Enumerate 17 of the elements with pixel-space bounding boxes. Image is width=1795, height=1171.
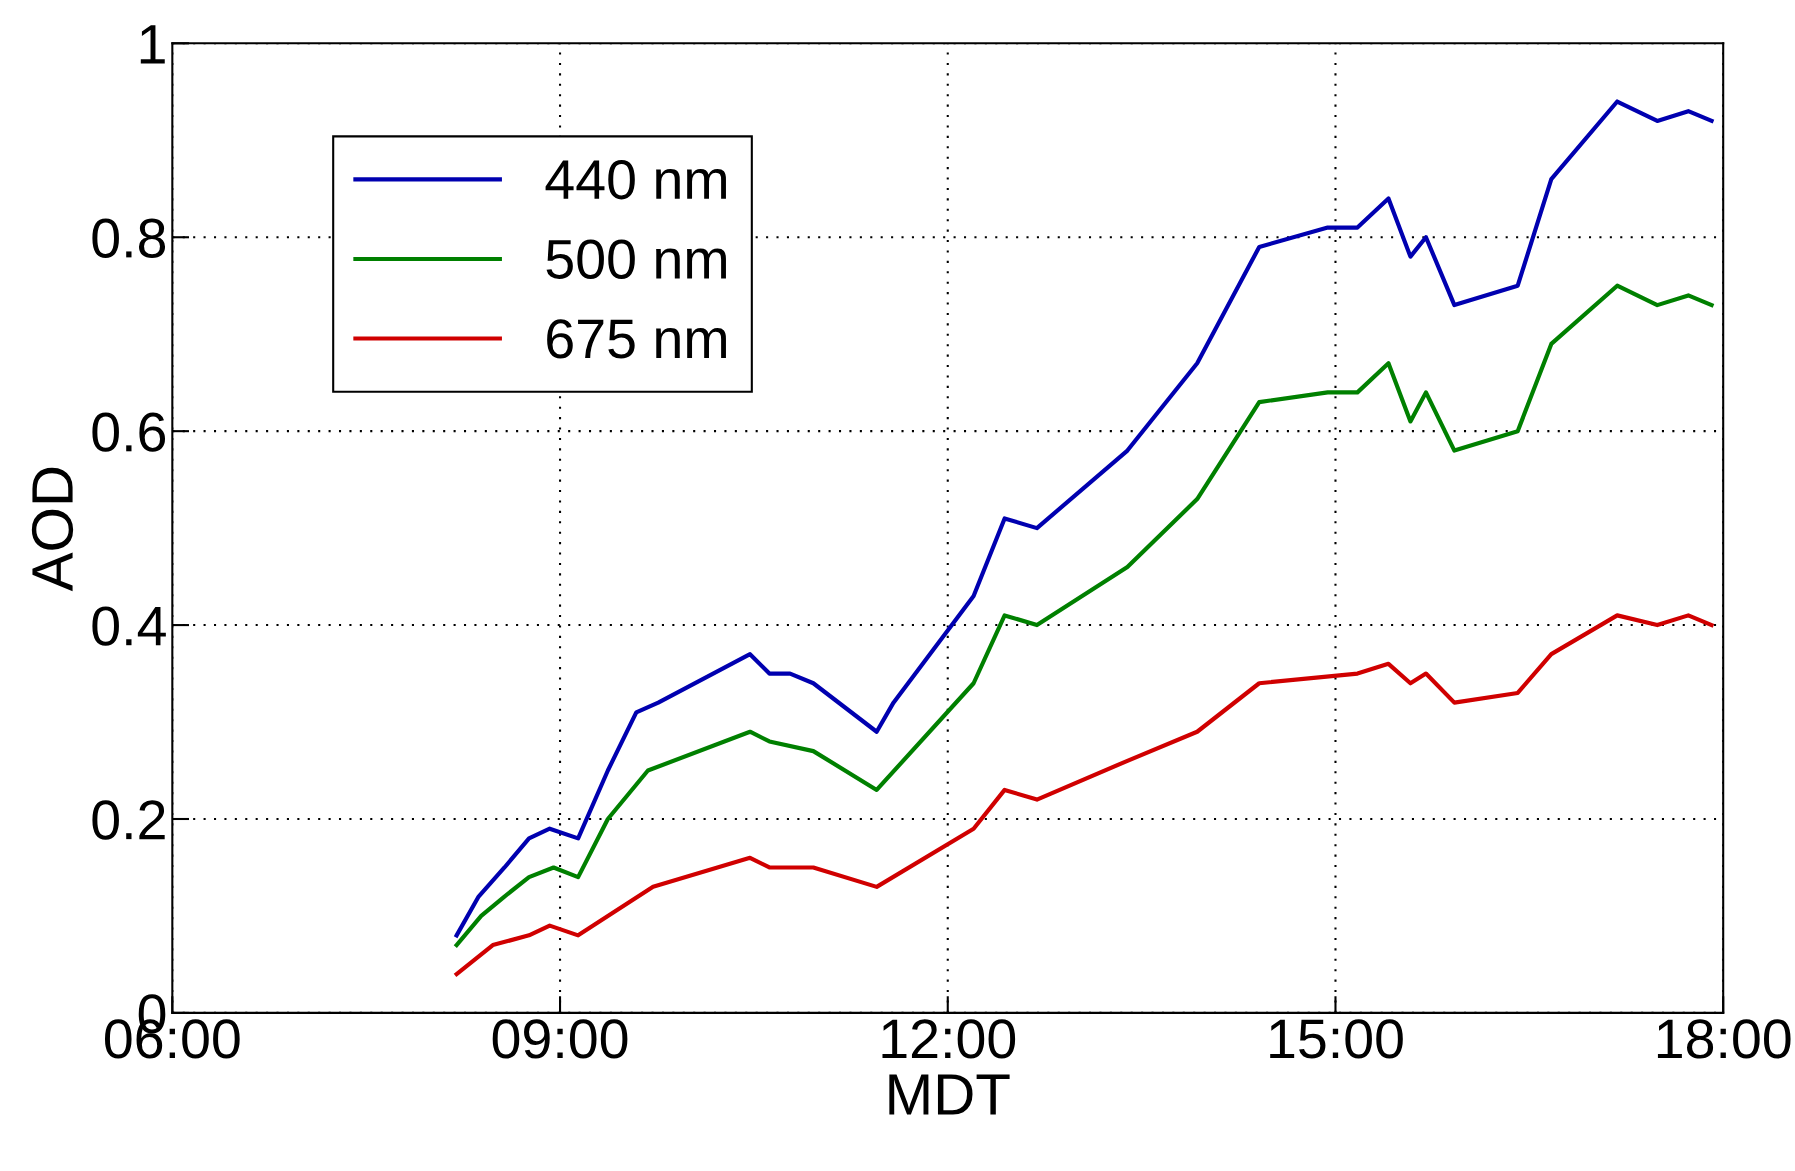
- legend-label: 500 nm: [546, 239, 726, 279]
- x-tick-label: 12:00: [882, 1019, 1016, 1059]
- y-tick-label: 0.4: [92, 606, 166, 646]
- y-tick-label: 0.2: [92, 800, 165, 840]
- y-tick-label: 0.8: [92, 218, 166, 258]
- x-axis-title: MDT: [889, 1074, 1010, 1115]
- x-tick-label: 09:00: [492, 1019, 628, 1059]
- x-tick-label: 18:00: [1657, 1019, 1791, 1059]
- line-series: [454, 613, 1714, 977]
- x-tick-label: 15:00: [1270, 1019, 1403, 1059]
- line-series: [454, 283, 1714, 948]
- y-tick-label: 0.6: [92, 412, 166, 452]
- y-axis-title: AOD: [31, 467, 74, 592]
- line-series: [454, 99, 1714, 938]
- legend-label: 675 nm: [547, 319, 726, 359]
- y-tick-label: 1: [140, 25, 165, 64]
- legend-label: 440 nm: [545, 160, 726, 200]
